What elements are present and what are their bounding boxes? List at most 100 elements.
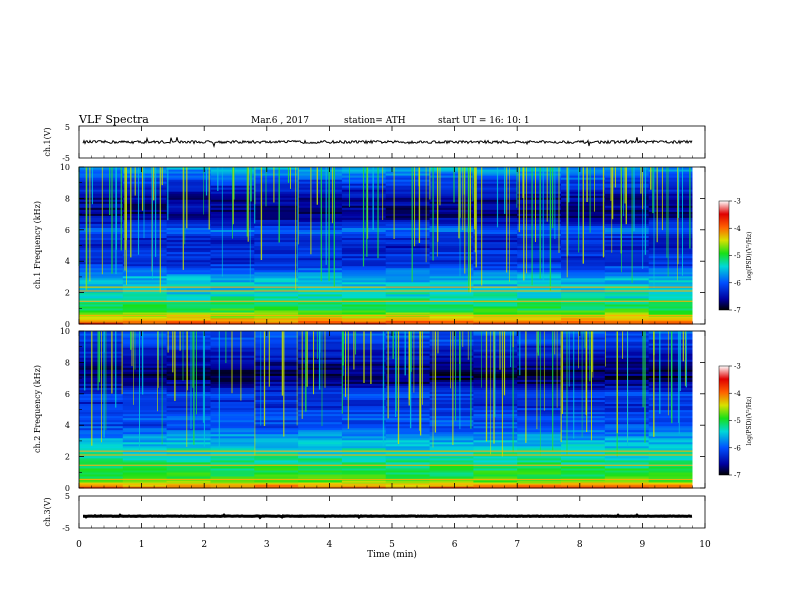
spectrogram-cell	[648, 311, 694, 315]
ch1-spectrogram	[78, 167, 705, 325]
spectrogram-cell	[473, 247, 518, 251]
spectrogram-cell	[473, 269, 518, 273]
spectrogram-cell	[210, 425, 255, 429]
spectrogram-cell	[385, 475, 431, 479]
spectrogram-cell	[604, 385, 650, 388]
spectrogram-cell	[254, 237, 299, 240]
spectrogram-cell	[385, 295, 431, 299]
spectrogram-cell	[561, 367, 606, 370]
spectrogram-cell	[517, 175, 562, 178]
spectrogram-cell	[604, 471, 650, 475]
spectrogram-cell	[122, 191, 168, 194]
spectrogram-cell	[561, 475, 606, 479]
spectrogram-cell	[166, 437, 211, 441]
spectrogram-cell	[429, 318, 474, 321]
spectrogram-cell	[254, 201, 299, 204]
spectrogram-cell	[122, 185, 168, 188]
spectrogram-cell	[429, 305, 474, 309]
spectrogram-cell	[210, 415, 255, 419]
spectrogram-cell	[79, 241, 124, 245]
spectrogram-cell	[166, 197, 211, 200]
spectrogram-cell	[298, 229, 343, 232]
spectrogram-cell	[385, 269, 431, 273]
spectrogram-cell	[166, 399, 211, 402]
spectrogram-cell	[648, 427, 694, 431]
spectrogram-cell	[604, 389, 650, 392]
spectrogram-cell	[166, 207, 211, 210]
spectrogram-cell	[385, 199, 431, 202]
spectrogram-cell	[561, 295, 606, 299]
spectrogram-cell	[210, 447, 255, 451]
spectrogram-cell	[254, 445, 299, 449]
colorbar-tick-label: -6	[734, 444, 741, 452]
spectrogram-cell	[166, 293, 211, 297]
spectrogram-cell	[298, 439, 343, 443]
spectrogram-cell	[385, 235, 431, 238]
no-data-region	[692, 331, 705, 488]
spectrogram-cell	[385, 345, 431, 348]
spectrogram-cell	[254, 415, 299, 419]
spectrogram-cell	[473, 297, 518, 301]
spectrogram-cell	[473, 447, 518, 451]
spectrogram-cell	[166, 251, 211, 255]
spectrogram-cell	[298, 353, 343, 356]
spectrogram-cell	[429, 484, 474, 487]
spectrogram-cell	[341, 484, 387, 487]
spectrogram-cell	[254, 341, 299, 344]
spectrogram-cell	[122, 167, 168, 170]
spectrogram-cell	[122, 215, 168, 218]
spectrogram-cell	[122, 223, 168, 226]
spectrogram-cell	[210, 403, 255, 407]
spectrogram-cell	[648, 425, 694, 429]
spectrogram-cell	[648, 471, 694, 475]
spectrogram-cell	[648, 219, 694, 222]
spectrogram-cell	[429, 275, 474, 279]
spectrogram-cell	[254, 425, 299, 429]
spectrogram-cell	[210, 385, 255, 388]
spectrogram-cell	[298, 401, 343, 404]
spectrogram-cell	[385, 267, 431, 271]
spectrogram-cell	[254, 413, 299, 417]
spectrogram-cell	[210, 322, 255, 325]
spectrogram-cell	[473, 359, 518, 362]
spectrogram-cell	[648, 283, 694, 287]
spectrogram-cell	[298, 419, 343, 423]
spectrogram-cell	[166, 259, 211, 263]
spectrogram-cell	[473, 459, 518, 463]
spectrogram-cell	[254, 243, 299, 247]
spectrogram-cell	[254, 209, 299, 212]
spectrogram-cell	[648, 451, 694, 455]
spectrogram-cell	[254, 467, 299, 471]
spectrogram-cell	[429, 471, 474, 475]
spectrogram-cell	[341, 283, 387, 287]
spectrogram-cell	[166, 247, 211, 251]
spectrogram-cell	[385, 415, 431, 419]
spectrogram-cell	[517, 419, 562, 423]
spectrogram-cell	[298, 191, 343, 194]
spectrogram-cell	[166, 389, 211, 392]
spectrogram-cell	[298, 435, 343, 439]
spectrogram-cell	[648, 387, 694, 390]
spectrogram-cell	[341, 423, 387, 427]
spectrogram-cell	[210, 365, 255, 368]
spectrogram-cell	[648, 381, 694, 384]
spectrogram-cell	[79, 445, 124, 449]
spectrogram-cell	[254, 385, 299, 388]
spectrogram-cell	[254, 343, 299, 346]
spectrogram-cell	[648, 209, 694, 212]
spectrogram-cell	[122, 345, 168, 348]
spectrogram-cell	[517, 273, 562, 277]
spectrogram-cell	[210, 349, 255, 352]
spectrogram-cell	[210, 307, 255, 311]
colorbar-tick-label: -4	[734, 390, 741, 398]
spectrogram-cell	[604, 253, 650, 257]
spectrogram-cell	[122, 373, 168, 376]
spectrogram-cell	[385, 343, 431, 346]
spectrogram-cell	[254, 320, 299, 323]
spectrogram-cell	[79, 461, 124, 465]
spectrogram-cell	[604, 361, 650, 364]
spectrogram-cell	[122, 293, 168, 297]
spectrogram-cell	[473, 239, 518, 243]
spectrogram-cell	[341, 309, 387, 313]
spectrogram-cell	[210, 239, 255, 243]
